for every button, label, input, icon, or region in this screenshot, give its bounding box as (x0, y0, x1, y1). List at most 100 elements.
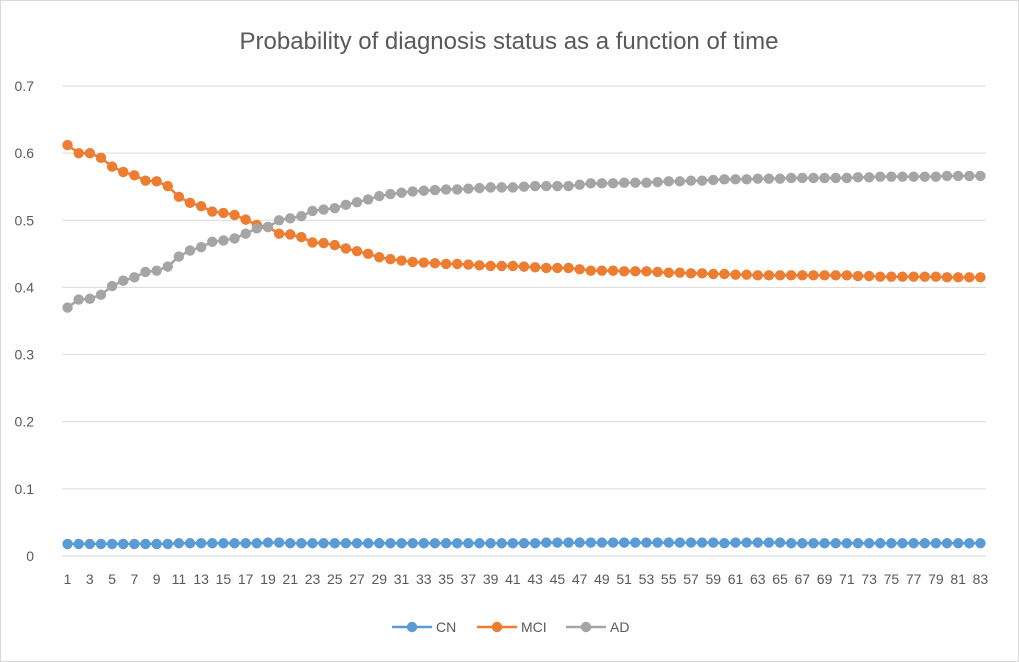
x-tick-label: 41 (505, 571, 521, 587)
y-tick-label: 0.7 (15, 78, 35, 94)
series-ad (62, 170, 986, 313)
data-point-cn (207, 538, 218, 549)
data-point-mci (541, 262, 552, 274)
data-point-ad (240, 228, 251, 239)
data-point-ad (574, 179, 585, 190)
data-point-ad (296, 211, 307, 222)
y-tick-label: 0.1 (15, 481, 35, 497)
x-tick-label: 61 (728, 571, 744, 587)
data-point-ad (663, 176, 674, 187)
data-point-mci (574, 264, 585, 275)
data-point-ad (485, 182, 496, 193)
data-point-ad (585, 178, 596, 189)
data-point-cn (574, 537, 585, 548)
legend-label-mci: MCI (521, 619, 547, 635)
x-tick-label: 27 (349, 571, 365, 587)
data-point-mci (385, 254, 396, 265)
data-point-mci (106, 161, 118, 172)
x-tick-label: 81 (950, 571, 966, 587)
data-point-cn (752, 537, 763, 548)
data-point-ad (875, 171, 886, 182)
data-point-ad (340, 199, 352, 211)
data-point-mci (708, 268, 719, 280)
x-tick-label: 9 (153, 571, 161, 587)
data-point-ad (374, 190, 385, 202)
y-tick-label: 0.2 (15, 414, 35, 430)
data-point-cn (307, 538, 318, 549)
data-point-cn (941, 538, 953, 549)
data-point-cn (218, 538, 229, 549)
data-point-cn (496, 538, 507, 549)
x-tick-label: 31 (394, 571, 410, 587)
data-point-ad (251, 223, 263, 234)
series-cn (62, 537, 986, 550)
series-mci (62, 139, 986, 283)
x-tick-label: 21 (282, 571, 298, 587)
data-point-mci (785, 270, 797, 281)
data-point-ad (763, 173, 775, 184)
data-point-mci (930, 271, 942, 282)
data-point-mci (351, 245, 363, 257)
x-tick-label: 35 (438, 571, 454, 587)
data-point-ad (897, 171, 908, 182)
data-point-mci (496, 260, 507, 272)
data-point-ad (95, 289, 107, 301)
data-point-mci (552, 262, 563, 274)
x-tick-label: 45 (550, 571, 566, 587)
x-tick-label: 63 (750, 571, 766, 587)
data-point-mci (596, 265, 608, 276)
data-point-ad (73, 294, 84, 305)
x-tick-label: 55 (661, 571, 677, 587)
data-point-mci (374, 252, 385, 263)
data-point-mci (975, 272, 986, 283)
data-point-mci (819, 270, 830, 281)
data-point-ad (351, 196, 363, 208)
data-point-ad (151, 265, 162, 276)
legend-item-mci: MCI (477, 619, 547, 635)
data-point-mci (529, 262, 541, 273)
data-point-mci (663, 267, 674, 278)
data-point-mci (964, 272, 975, 283)
data-point-cn (106, 538, 118, 550)
data-point-mci (229, 209, 240, 221)
data-point-cn (474, 538, 485, 549)
data-point-mci (485, 260, 496, 272)
data-point-ad (541, 180, 552, 192)
data-point-ad (830, 172, 841, 184)
data-point-cn (151, 538, 162, 550)
data-point-mci (518, 261, 530, 272)
data-point-mci (140, 175, 151, 186)
data-point-mci (886, 271, 897, 282)
data-point-mci (62, 139, 73, 151)
data-point-cn (863, 538, 875, 549)
data-point-mci (207, 206, 218, 217)
data-point-cn (452, 538, 463, 549)
data-point-cn (440, 538, 452, 549)
data-point-ad (819, 172, 830, 184)
data-point-ad (674, 176, 686, 187)
data-point-ad (774, 173, 786, 184)
data-point-cn (429, 538, 441, 549)
x-tick-label: 65 (772, 571, 788, 587)
data-point-ad (641, 177, 652, 188)
x-tick-label: 71 (839, 571, 855, 587)
data-point-mci (875, 271, 886, 282)
data-point-ad (84, 293, 96, 305)
data-point-cn (774, 537, 786, 548)
data-point-cn (897, 538, 908, 549)
data-point-cn (507, 538, 519, 549)
y-axis-ticks: 0 0.1 0.2 0.3 0.4 0.5 0.6 0.7 (15, 78, 35, 564)
data-point-ad (930, 171, 942, 182)
data-point-mci (852, 270, 864, 282)
data-point-ad (385, 188, 396, 200)
x-tick-label: 67 (795, 571, 811, 587)
x-tick-label: 53 (639, 571, 655, 587)
data-point-ad (630, 177, 641, 188)
data-point-cn (374, 538, 385, 549)
data-point-ad (808, 172, 819, 184)
data-point-cn (318, 538, 329, 549)
data-point-cn (763, 537, 775, 548)
data-point-cn (84, 538, 96, 550)
data-point-mci (474, 260, 485, 271)
